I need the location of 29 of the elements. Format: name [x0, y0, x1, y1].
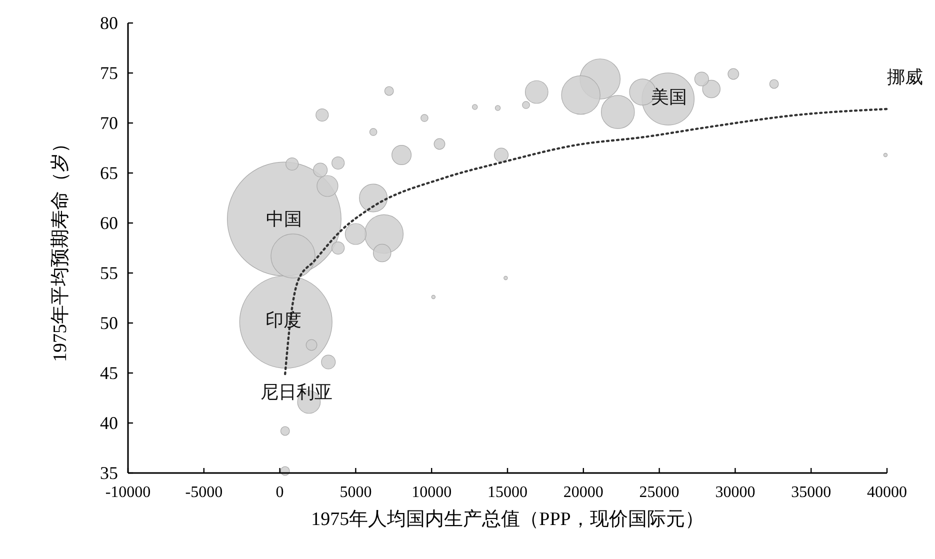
y-tick-label: 70 [100, 113, 118, 133]
x-tick-label: -5000 [185, 484, 223, 501]
x-tick-label: 20000 [563, 484, 604, 501]
x-tick-label: 5000 [340, 484, 372, 501]
y-tick-label: 60 [100, 213, 118, 233]
y-tick-label: 45 [100, 363, 118, 383]
x-tick-label: 15000 [488, 484, 528, 501]
y-tick-label: 75 [100, 63, 118, 83]
x-tick-label: 40000 [867, 484, 907, 501]
x-tick-label: 25000 [639, 484, 680, 501]
y-tick-label: 55 [100, 263, 118, 283]
x-tick-label: 30000 [715, 484, 756, 501]
y-tick-label: 65 [100, 163, 118, 183]
annotation: 中国 [266, 209, 302, 229]
x-tick-label: 0 [276, 484, 284, 501]
annotation: 挪威 [887, 67, 923, 87]
x-axis-title: 1975年人均国内生产总值（PPP，现价国际元） [311, 509, 704, 530]
annotation: 美国 [651, 87, 688, 107]
x-tick-label: 10000 [412, 484, 452, 501]
x-tick-label: -10000 [105, 484, 151, 501]
y-tick-label: 50 [100, 313, 118, 333]
y-tick-label: 35 [100, 463, 118, 483]
y-tick-label: 80 [100, 13, 118, 33]
annotation: 尼日利亚 [260, 382, 332, 402]
y-tick-label: 40 [100, 413, 118, 433]
line-series [284, 108, 888, 376]
annotation: 印度 [265, 310, 302, 330]
x-tick-label: 35000 [791, 484, 832, 501]
y-axis-title: 1975年平均预期寿命（岁） [50, 134, 71, 362]
